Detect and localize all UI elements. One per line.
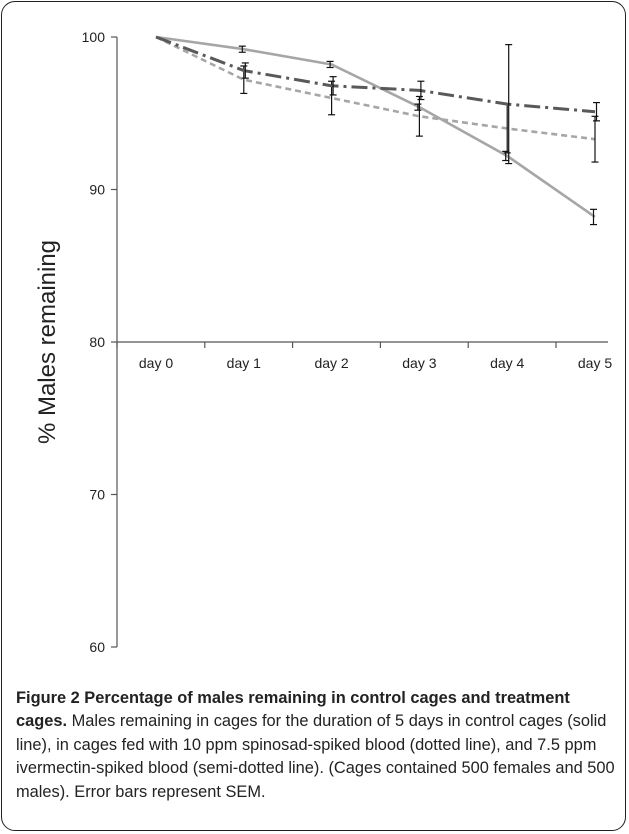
- x-tick-label: day 1: [227, 355, 261, 371]
- y-axis-title: % Males remaining: [34, 240, 61, 444]
- line-chart: 100 90 80 70 60 day 0 day 1 day 2 day 3 day 4 day …: [34, 29, 612, 655]
- x-tick-label: day 3: [402, 355, 436, 371]
- caption-text: Males remaining in cages for the duratio…: [16, 712, 615, 801]
- y-tick-label: 80: [89, 334, 105, 350]
- y-tick-label: 90: [89, 182, 105, 198]
- series-line-solid: [155, 35, 596, 219]
- series-line-semi-dotted: [155, 35, 596, 114]
- y-tick-label: 70: [89, 487, 105, 503]
- y-tick-label: 100: [82, 29, 106, 45]
- y-tick-label: 60: [89, 639, 105, 655]
- figure-caption: Figure 2 Percentage of males remaining i…: [16, 687, 616, 804]
- x-tick-label: day 4: [490, 355, 524, 371]
- caption-label: Figure 2 Percentage of males remaining i…: [16, 689, 570, 731]
- x-tick-label: day 2: [314, 355, 348, 371]
- x-tick-label: day 5: [578, 355, 612, 371]
- x-tick-label: day 0: [139, 355, 173, 371]
- series-line-dotted: [155, 35, 596, 141]
